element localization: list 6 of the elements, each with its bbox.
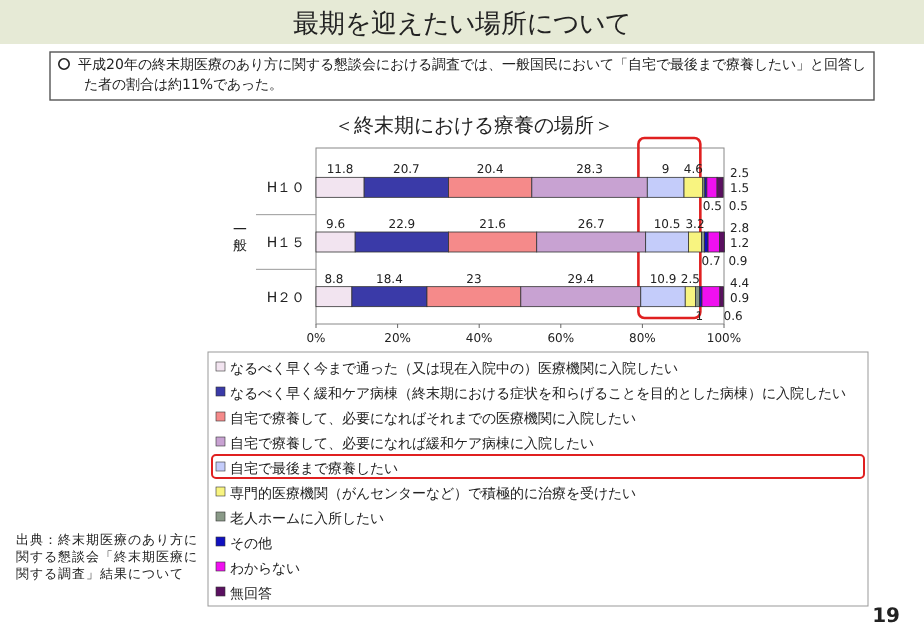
bar [706, 176, 718, 198]
text: ＜終末期における療養の場所＞ [334, 114, 614, 138]
text: 19 [872, 606, 901, 628]
bar [707, 231, 720, 253]
bar [701, 286, 721, 308]
chart-title: 最期を迎えたい場所について [293, 8, 631, 40]
